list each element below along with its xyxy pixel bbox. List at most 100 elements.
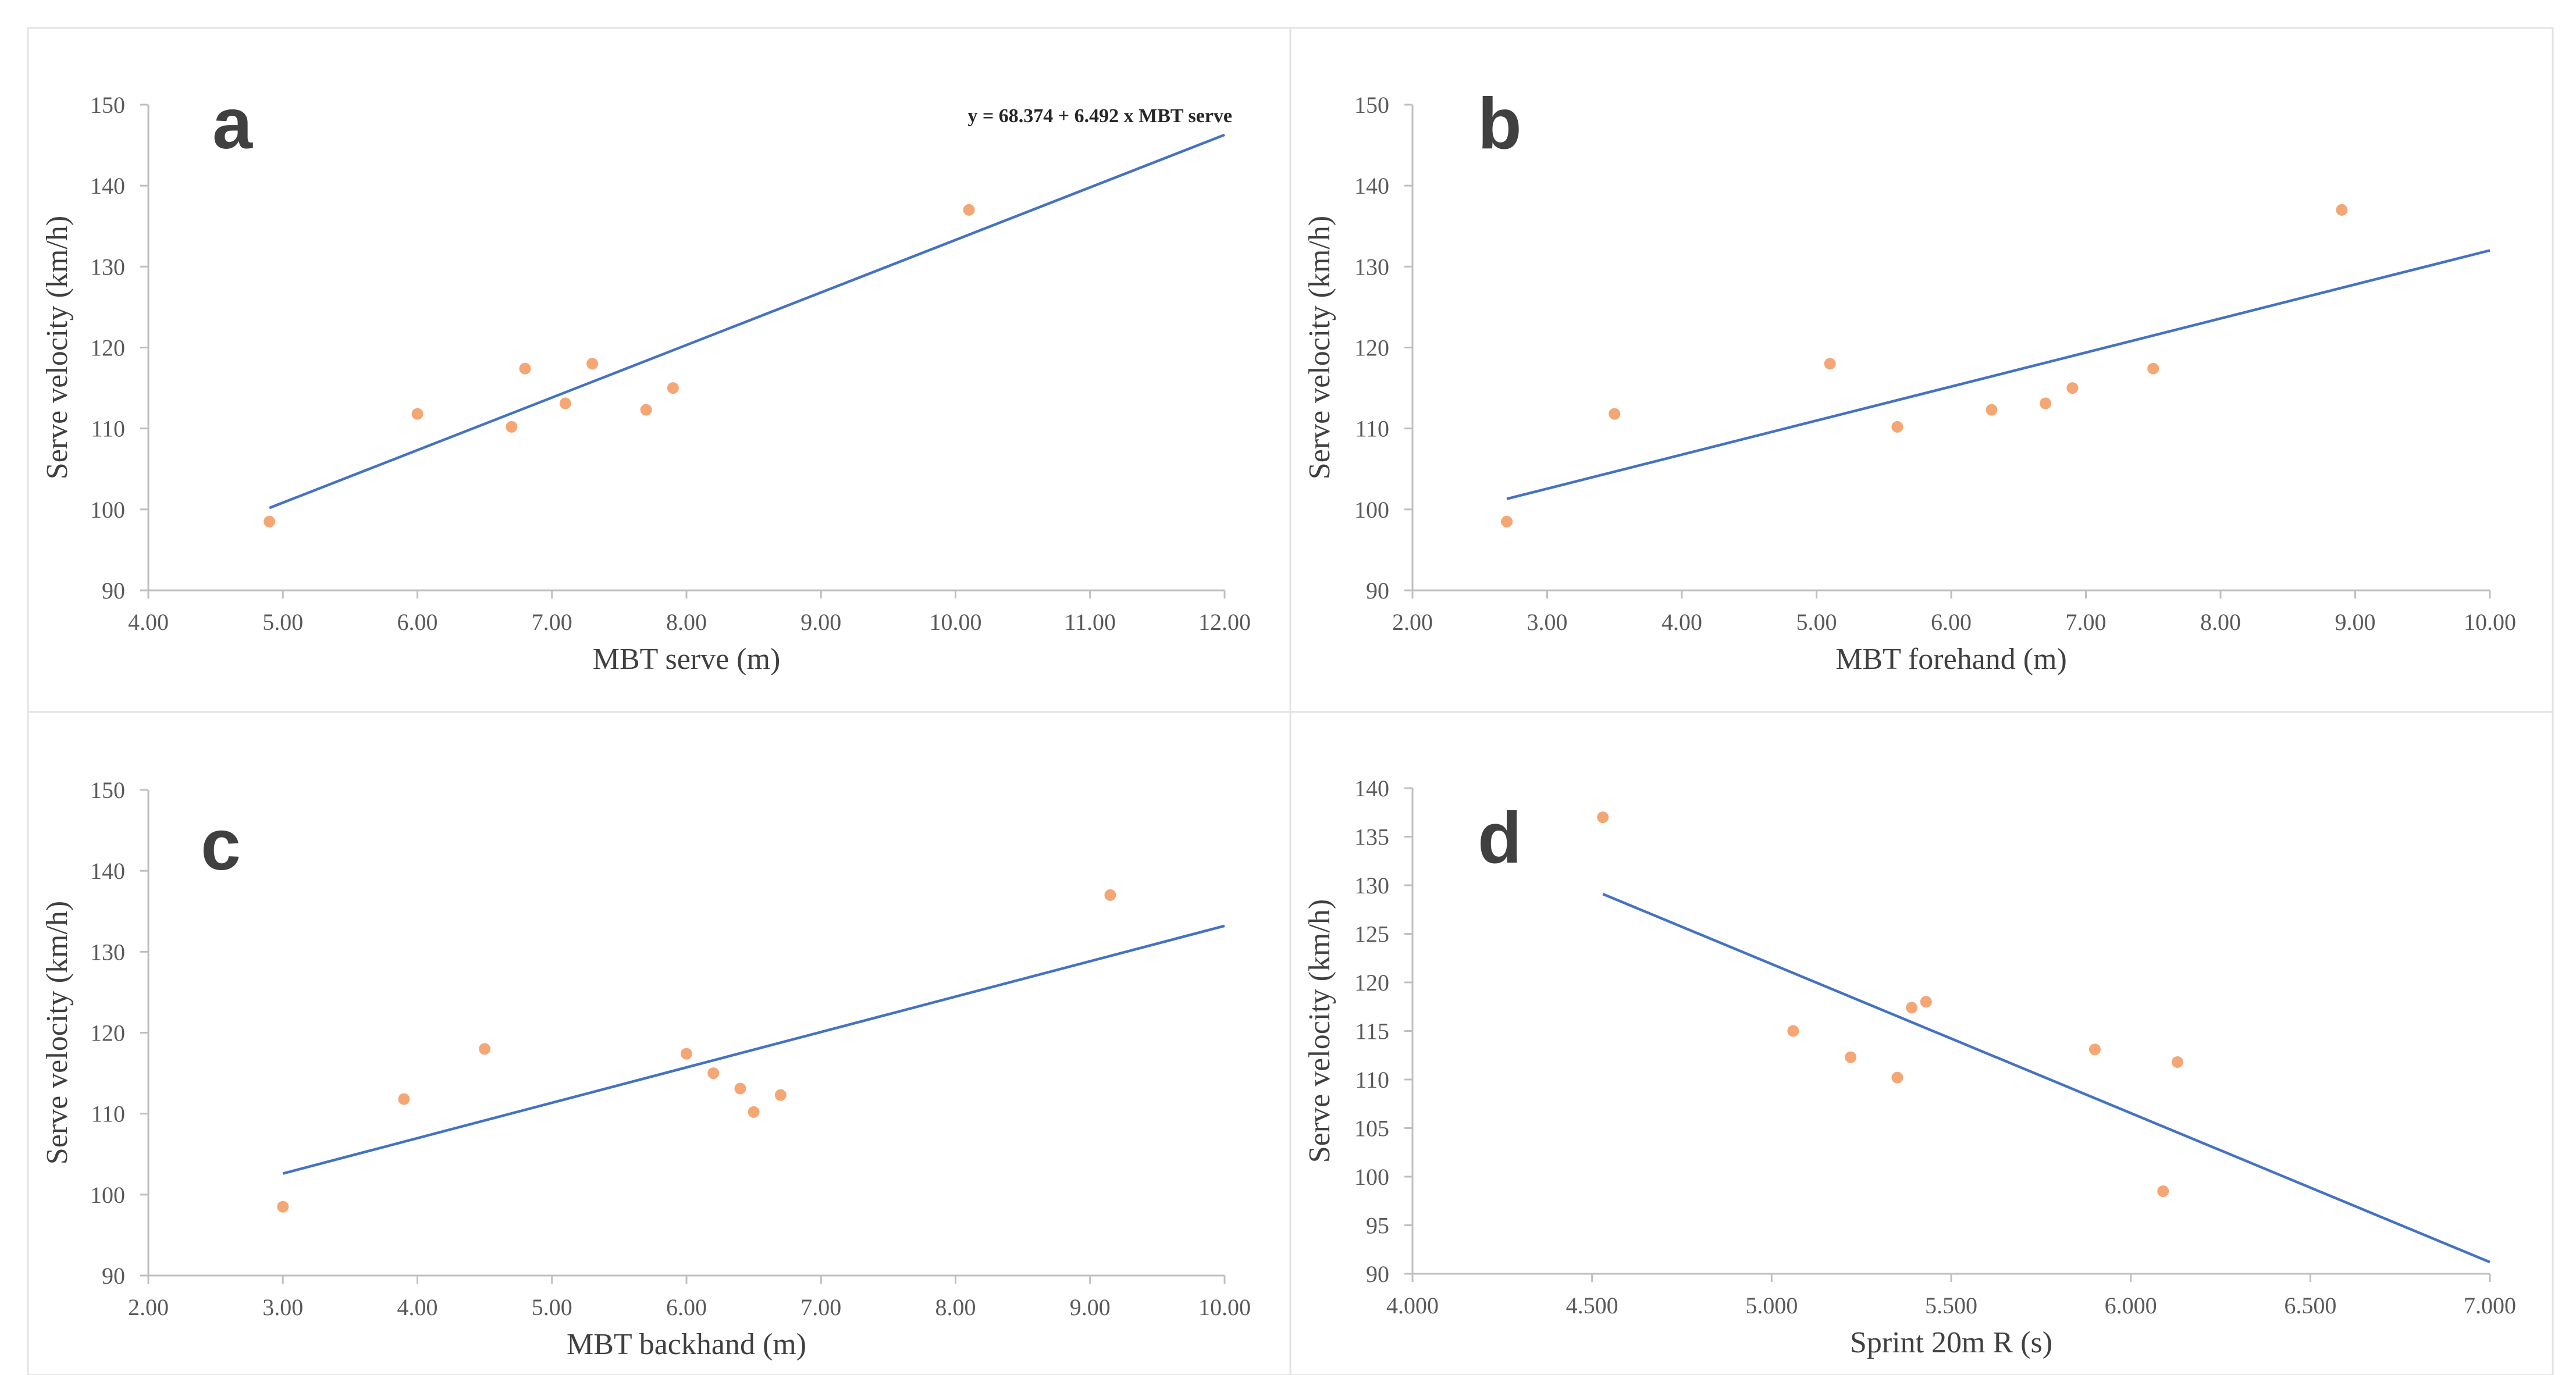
y-tick-label: 150	[1354, 92, 1389, 118]
trendline	[1602, 892, 2490, 1264]
data-point	[748, 1106, 760, 1118]
x-tick-label: 4.000	[1386, 1292, 1439, 1319]
data-point	[506, 421, 518, 433]
y-tick-label: 110	[1355, 416, 1389, 442]
x-tick-label: 8.00	[935, 1294, 976, 1320]
x-tick-label: 7.000	[2464, 1292, 2516, 1319]
y-tick-label: 100	[1354, 497, 1389, 523]
data-point	[667, 382, 679, 394]
y-tick-label: 120	[1354, 335, 1389, 361]
panel-letter: c	[201, 805, 241, 885]
y-tick-label: 90	[102, 1263, 125, 1289]
y-axis-title: Serve velocity (km/h)	[41, 901, 74, 1164]
x-axis-title: Sprint 20m R (s)	[1850, 1326, 2052, 1359]
data-point	[1986, 404, 1998, 416]
trendline-equation: y = 68.374 + 6.492 x MBT serve	[967, 105, 1232, 127]
x-tick-label: 5.00	[262, 609, 303, 635]
y-tick-label: 120	[1354, 970, 1389, 996]
y-tick-label: 120	[90, 1020, 125, 1046]
y-tick-label: 130	[1354, 872, 1389, 899]
y-tick-label: 140	[1354, 173, 1389, 199]
data-point	[1501, 515, 1513, 528]
data-point	[1787, 1025, 1799, 1037]
panel-letter: b	[1478, 84, 1522, 164]
chart-panel-c: 90 100 110 120 130 140 150 2.00 3.00 4.00 5.00 6.00…	[41, 777, 1251, 1361]
trendline	[282, 924, 1225, 1175]
data-point	[2171, 1056, 2183, 1068]
y-tick-label: 130	[90, 939, 125, 965]
chart-panel-b: 90 100 110 120 130 140 150 2.00 3.00 4.00 5.00 6.00…	[1303, 84, 2516, 676]
chart-panel-a: 90 100 110 120 130 140 150 4.00 5.00 6.00 7.00 8.00…	[41, 84, 1251, 676]
y-tick-label: 105	[1354, 1116, 1389, 1142]
x-tick-label: 5.000	[1745, 1292, 1798, 1319]
y-axis-title: Serve velocity (km/h)	[1303, 899, 1336, 1163]
x-axis-title: MBT serve (m)	[593, 643, 781, 676]
data-point	[1609, 408, 1621, 420]
x-tick-label: 6.00	[397, 609, 438, 635]
trendline	[1506, 249, 2490, 500]
chart-panels: 90 100 110 120 130 140 150 4.00 5.00 6.00 7.00 8.00…	[41, 84, 2516, 1361]
data-point	[277, 1201, 289, 1213]
panel-letter: a	[212, 84, 253, 164]
x-tick-label: 3.00	[262, 1294, 303, 1320]
y-tick-label: 100	[90, 1182, 125, 1208]
data-point	[1920, 996, 1932, 1008]
data-point	[734, 1082, 746, 1095]
x-tick-label: 6.500	[2284, 1292, 2336, 1319]
y-tick-label: 150	[90, 777, 125, 803]
x-tick-label: 5.00	[1796, 609, 1837, 635]
data-point	[2066, 382, 2079, 394]
y-tick-label: 140	[90, 858, 125, 884]
y-tick-label: 100	[90, 497, 125, 523]
y-tick-label: 135	[1354, 824, 1389, 850]
x-tick-label: 4.00	[1661, 609, 1702, 635]
data-point	[2157, 1185, 2169, 1198]
data-point	[1824, 358, 1836, 370]
x-tick-label: 6.00	[666, 1294, 707, 1320]
x-tick-label: 11.00	[1064, 609, 1116, 635]
data-point	[1906, 1002, 1918, 1014]
x-tick-label: 8.00	[2200, 609, 2241, 635]
y-tick-label: 140	[1354, 775, 1389, 802]
y-tick-label: 90	[1366, 578, 1389, 604]
x-tick-label: 7.00	[2066, 609, 2107, 635]
data-point	[774, 1089, 787, 1101]
y-tick-label: 100	[1354, 1164, 1389, 1190]
y-tick-label: 150	[90, 92, 125, 118]
x-axis-title: MBT forehand (m)	[1835, 643, 2067, 676]
data-point	[559, 397, 571, 409]
data-point	[1891, 421, 1903, 433]
y-tick-label: 140	[90, 173, 125, 199]
x-tick-label: 5.500	[1925, 1292, 1977, 1319]
x-tick-label: 9.00	[800, 609, 841, 635]
x-tick-label: 3.00	[1527, 609, 1568, 635]
data-point	[519, 362, 531, 375]
y-tick-label: 115	[1355, 1018, 1389, 1045]
y-tick-label: 130	[90, 254, 125, 280]
x-tick-label: 9.00	[1070, 1294, 1111, 1320]
data-point	[640, 404, 652, 416]
x-tick-label: 6.000	[2105, 1292, 2157, 1319]
x-tick-label: 2.00	[1392, 609, 1433, 635]
x-tick-label: 5.00	[532, 1294, 572, 1320]
x-tick-label: 7.00	[532, 609, 572, 635]
y-tick-label: 125	[1354, 921, 1389, 947]
x-axis-title: MBT backhand (m)	[567, 1328, 806, 1361]
x-tick-label: 7.00	[800, 1294, 841, 1320]
data-point	[1891, 1071, 1903, 1084]
panel-letter: d	[1478, 798, 1522, 878]
data-point	[681, 1048, 692, 1060]
y-tick-label: 130	[1354, 254, 1389, 280]
x-tick-label: 4.00	[128, 609, 169, 635]
y-tick-label: 110	[91, 1101, 125, 1127]
y-axis-title: Serve velocity (km/h)	[1303, 216, 1336, 479]
y-axis-title: Serve velocity (km/h)	[41, 216, 74, 479]
data-point	[264, 515, 276, 528]
y-tick-label: 110	[91, 416, 125, 442]
data-point	[2147, 362, 2159, 375]
panel-frame-d	[1289, 711, 2554, 1375]
x-tick-label: 9.00	[2335, 609, 2376, 635]
x-tick-label: 4.00	[397, 1294, 438, 1320]
data-point	[411, 408, 424, 420]
